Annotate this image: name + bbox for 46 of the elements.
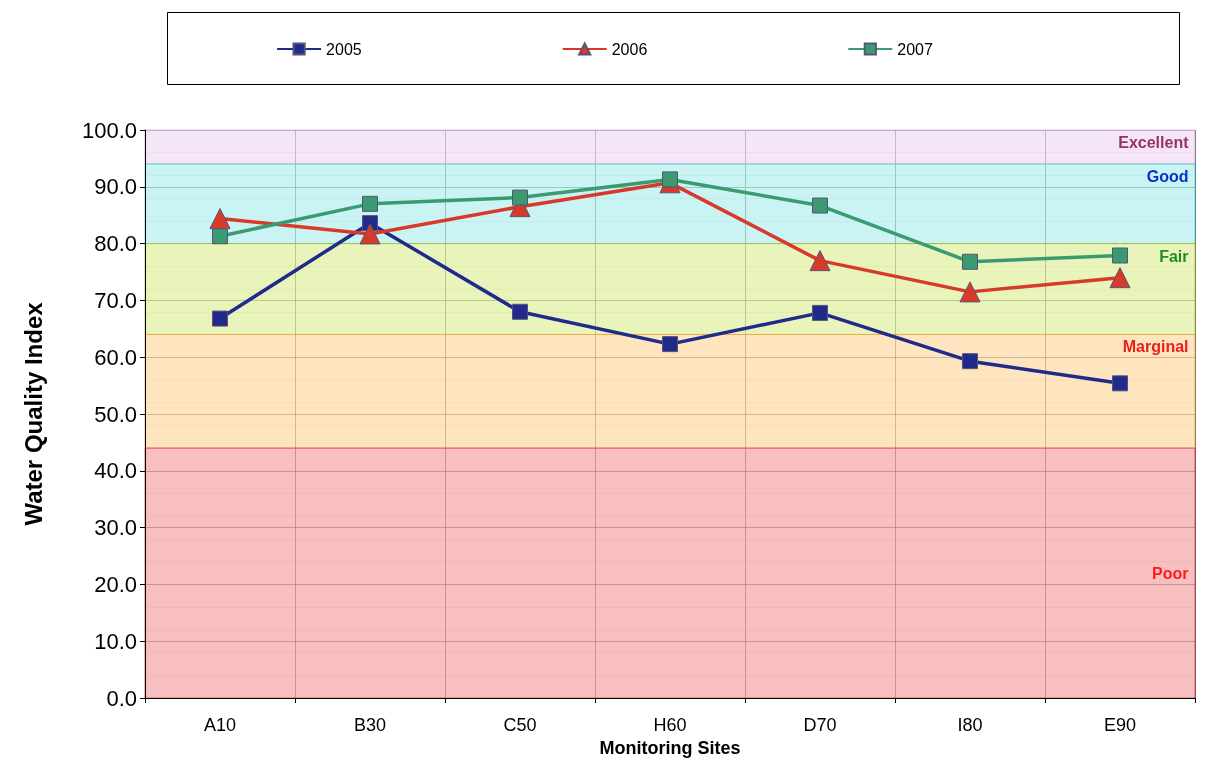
point [962,253,978,270]
x-tick-label: H60 [653,715,687,735]
point [212,228,228,245]
point [1109,267,1131,289]
band-label: Marginal [1122,338,1189,356]
y-tick-label: 40.0 [94,458,137,484]
point [1112,375,1128,392]
point [359,223,381,245]
point [809,250,831,272]
y-tick-label: 70.0 [94,287,137,313]
y-tick-label: 0.0 [106,685,137,711]
point [812,304,828,321]
band-label: Good [1146,168,1189,186]
point [212,310,228,327]
band-label: Excellent [1118,134,1190,151]
point [812,197,828,214]
y-tick-label: 50.0 [94,401,137,427]
y-tick-label: 60.0 [94,344,137,370]
point [662,336,678,353]
x-tick-label: C50 [503,715,537,735]
x-tick-label: B30 [353,715,387,735]
y-tick-label: 20.0 [94,571,137,597]
y-tick-label: 100.0 [81,117,137,143]
x-tick-label: E90 [1103,715,1137,735]
y-tick-label: 80.0 [94,231,137,257]
legend-label: 2006 [611,40,648,58]
x-tick-label: D70 [803,715,837,735]
band-label: Fair [1159,247,1189,265]
point [959,281,981,303]
point [362,195,378,212]
y-tick-label: 90.0 [94,174,137,200]
point [209,208,231,230]
point [512,303,528,320]
point [662,171,678,188]
x-tick-label: A10 [203,715,237,735]
x-axis-title: Monitoring Sites [599,737,741,758]
point [962,353,978,370]
y-axis-title: Water Quality Index [19,301,47,526]
point [1112,247,1128,264]
legend-label: 2007 [897,40,933,58]
point [512,189,528,206]
y-tick-label: 10.0 [94,628,137,654]
x-tick-label: I80 [957,715,983,735]
legend-label: 2005 [326,40,362,58]
band-label: Poor [1152,564,1189,582]
y-tick-label: 30.0 [94,515,137,541]
